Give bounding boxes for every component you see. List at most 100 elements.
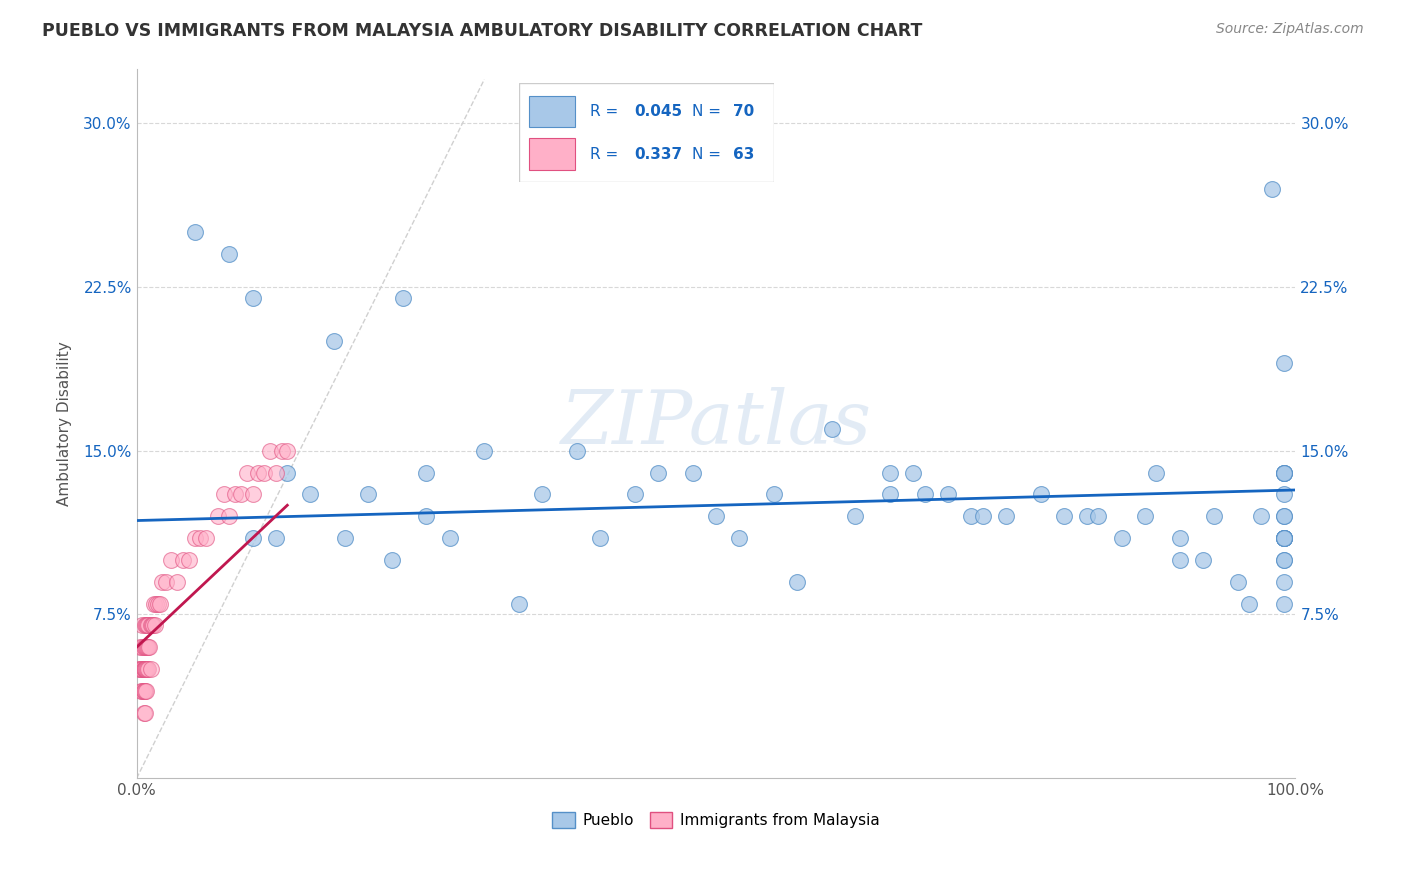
Point xyxy=(129,684,152,698)
Text: ZIPatlas: ZIPatlas xyxy=(561,387,872,459)
Point xyxy=(136,662,159,676)
Point xyxy=(264,531,287,545)
Point xyxy=(1053,509,1076,524)
Point xyxy=(1272,466,1295,480)
Point xyxy=(624,487,647,501)
Point xyxy=(155,574,177,589)
Point xyxy=(1133,509,1156,524)
Point xyxy=(136,662,159,676)
Point xyxy=(1226,574,1249,589)
Point xyxy=(190,531,212,545)
Point xyxy=(132,640,155,655)
Point xyxy=(242,487,264,501)
Point xyxy=(1272,531,1295,545)
Point xyxy=(994,509,1017,524)
Point xyxy=(1087,509,1109,524)
Point xyxy=(1272,531,1295,545)
Y-axis label: Ambulatory Disability: Ambulatory Disability xyxy=(58,341,72,506)
Point xyxy=(134,706,156,720)
Point xyxy=(131,640,153,655)
Point xyxy=(1272,466,1295,480)
Point xyxy=(1272,553,1295,567)
Point xyxy=(647,466,669,480)
Point xyxy=(259,443,281,458)
Point xyxy=(1272,466,1295,480)
Point xyxy=(270,443,292,458)
Point xyxy=(844,509,866,524)
Point xyxy=(1272,356,1295,370)
Point xyxy=(134,684,156,698)
Point xyxy=(229,487,252,501)
Point xyxy=(207,509,229,524)
Point xyxy=(1272,531,1295,545)
Point xyxy=(218,509,240,524)
Point xyxy=(299,487,322,501)
Point xyxy=(565,443,588,458)
Point xyxy=(166,574,188,589)
Point xyxy=(786,574,808,589)
Point xyxy=(145,597,167,611)
Point xyxy=(1168,553,1191,567)
Point xyxy=(762,487,785,501)
Point xyxy=(1250,509,1272,524)
Point xyxy=(1191,553,1213,567)
Point xyxy=(1204,509,1226,524)
Point xyxy=(129,662,152,676)
Point xyxy=(901,466,924,480)
Point xyxy=(132,662,155,676)
Point xyxy=(183,225,205,239)
Point xyxy=(335,531,357,545)
Point xyxy=(131,662,153,676)
Point xyxy=(1076,509,1098,524)
Legend: Pueblo, Immigrants from Malaysia: Pueblo, Immigrants from Malaysia xyxy=(546,806,886,834)
Point xyxy=(242,531,264,545)
Point xyxy=(235,466,257,480)
Point xyxy=(132,662,155,676)
Point xyxy=(135,662,157,676)
Point xyxy=(134,662,156,676)
Point xyxy=(264,466,287,480)
Point xyxy=(135,640,157,655)
Point xyxy=(136,640,159,655)
Point xyxy=(135,618,157,632)
Point xyxy=(1272,509,1295,524)
Point xyxy=(1272,553,1295,567)
Point xyxy=(1144,466,1167,480)
Point xyxy=(132,706,155,720)
Point xyxy=(138,640,160,655)
Point xyxy=(392,291,415,305)
Point xyxy=(960,509,983,524)
Point xyxy=(415,509,437,524)
Point xyxy=(146,597,169,611)
Point xyxy=(357,487,380,501)
Point xyxy=(135,684,157,698)
Point xyxy=(1272,466,1295,480)
Point xyxy=(136,618,159,632)
Point xyxy=(143,597,166,611)
Point xyxy=(224,487,246,501)
Point xyxy=(195,531,218,545)
Point xyxy=(508,597,530,611)
Point xyxy=(242,291,264,305)
Point xyxy=(415,466,437,480)
Point xyxy=(439,531,461,545)
Point xyxy=(139,662,162,676)
Point xyxy=(914,487,936,501)
Point xyxy=(276,466,298,480)
Point xyxy=(1237,597,1260,611)
Text: Source: ZipAtlas.com: Source: ZipAtlas.com xyxy=(1216,22,1364,37)
Point xyxy=(972,509,994,524)
Point xyxy=(1272,509,1295,524)
Point xyxy=(150,574,173,589)
Point xyxy=(1272,531,1295,545)
Point xyxy=(136,640,159,655)
Point xyxy=(381,553,404,567)
Point xyxy=(142,618,165,632)
Point xyxy=(143,618,166,632)
Point xyxy=(682,466,704,480)
Point xyxy=(589,531,612,545)
Point xyxy=(728,531,751,545)
Point xyxy=(1272,574,1295,589)
Point xyxy=(128,662,150,676)
Point xyxy=(531,487,554,501)
